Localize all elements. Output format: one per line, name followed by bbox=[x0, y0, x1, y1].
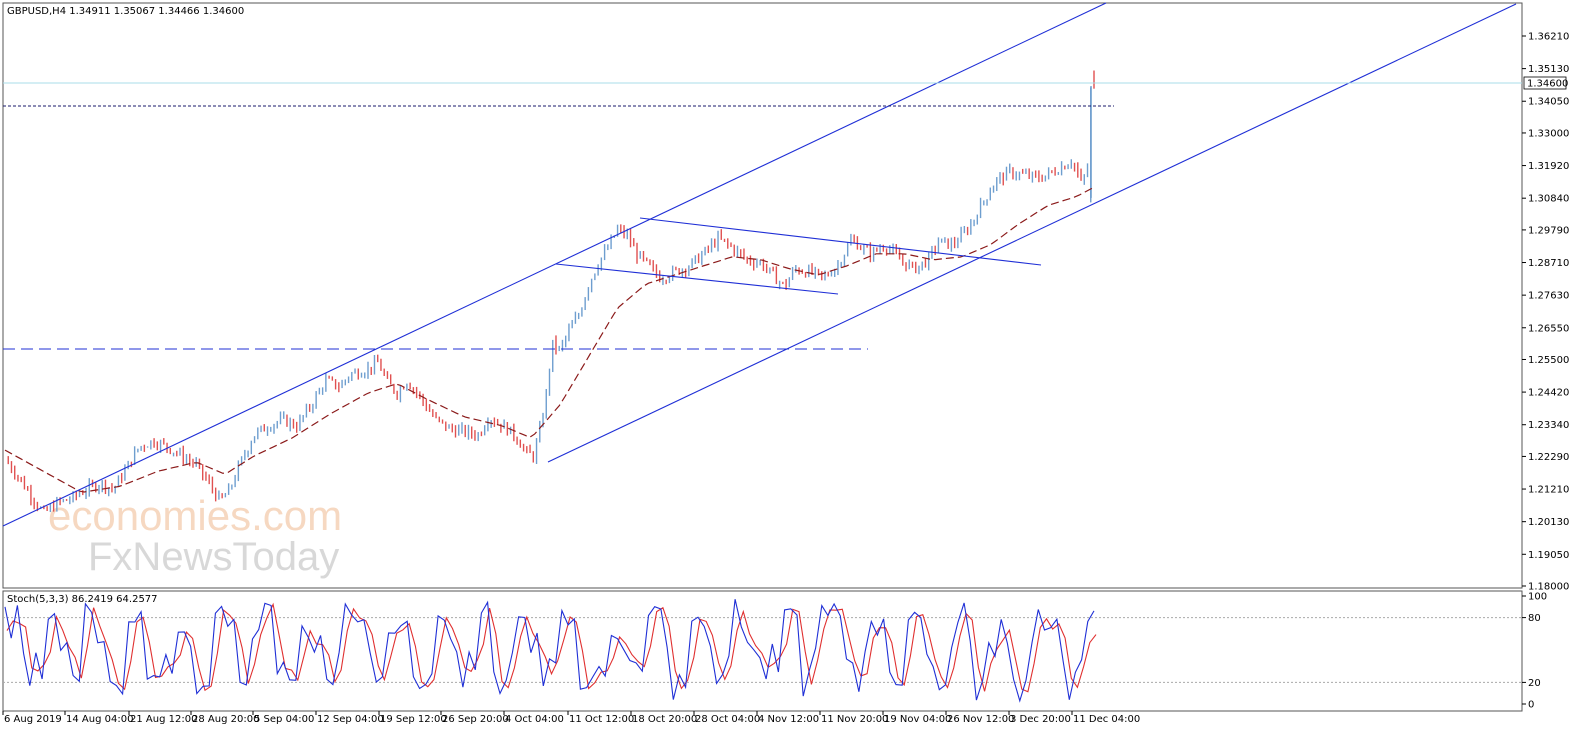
flag-upper-line bbox=[639, 217, 1042, 266]
price-tick-label: 1.19050 bbox=[1528, 550, 1569, 561]
stoch-tick-label: 20 bbox=[1528, 678, 1541, 689]
watermark-line1: economies.com bbox=[48, 492, 342, 539]
main-chart-frame bbox=[2, 2, 1523, 589]
price-tick-label: 1.20130 bbox=[1528, 517, 1569, 528]
time-tick-label: 11 Dec 04:00 bbox=[1073, 714, 1140, 725]
trend-drawings bbox=[2, 2, 1522, 527]
price-tick-label: 1.22290 bbox=[1528, 452, 1569, 463]
stoch-tick-label: 100 bbox=[1528, 592, 1547, 603]
price-tick-label: 1.21210 bbox=[1528, 485, 1569, 496]
stoch-axis: 100 80 20 0 bbox=[1522, 592, 1547, 711]
time-tick-label: 26 Sep 20:00 bbox=[442, 714, 509, 725]
stoch-header: Stoch(5,3,3) 86.2419 64.2577 bbox=[7, 594, 158, 605]
flag-lower-line bbox=[555, 263, 839, 295]
symbol-header: GBPUSD,H4 1.34911 1.35067 1.34466 1.3460… bbox=[7, 6, 244, 17]
price-tick-label: 1.31920 bbox=[1528, 161, 1569, 172]
time-tick-label: 3 Dec 20:00 bbox=[1010, 714, 1071, 725]
current-price-box bbox=[1523, 76, 1567, 90]
candle-series bbox=[7, 70, 1095, 513]
price-tick-label: 1.34050 bbox=[1528, 97, 1569, 108]
time-tick-label: 18 Oct 20:00 bbox=[632, 714, 697, 725]
current-price-label: 1.34600 bbox=[1527, 79, 1568, 90]
price-tick-label: 1.25500 bbox=[1528, 355, 1569, 366]
price-axis: 1.36210 1.35130 1.34050 1.33000 1.31920 1.308… bbox=[1522, 32, 1569, 593]
stochastic-series bbox=[3, 599, 1522, 703]
stoch-signal-line bbox=[6, 602, 1097, 693]
price-tick-label: 1.36210 bbox=[1528, 32, 1569, 43]
stoch-main-line bbox=[4, 599, 1095, 703]
time-tick-label: 19 Sep 12:00 bbox=[380, 714, 447, 725]
price-tick-label: 1.27630 bbox=[1528, 291, 1569, 302]
time-tick-label: 5 Sep 04:00 bbox=[254, 714, 314, 725]
stoch-tick-label: 80 bbox=[1528, 613, 1541, 624]
price-tick-label: 1.28710 bbox=[1528, 258, 1569, 269]
time-tick-label: 21 Aug 12:00 bbox=[130, 714, 197, 725]
time-tick-label: 6 Aug 2019 bbox=[4, 714, 62, 725]
moving-average-line bbox=[4, 186, 1095, 493]
price-tick-label: 1.24420 bbox=[1528, 388, 1569, 399]
stoch-panel-frame bbox=[2, 590, 1523, 712]
price-tick-label: 1.33000 bbox=[1528, 128, 1569, 139]
time-tick-label: 28 Oct 04:00 bbox=[695, 714, 760, 725]
price-tick-label: 1.35130 bbox=[1528, 64, 1569, 75]
time-tick-label: 11 Oct 12:00 bbox=[569, 714, 634, 725]
time-tick-label: 26 Nov 12:00 bbox=[947, 714, 1014, 725]
upper-channel-line bbox=[2, 2, 1107, 527]
watermark-line2: FxNewsToday bbox=[88, 535, 339, 579]
price-tick-label: 1.18000 bbox=[1528, 582, 1569, 593]
time-tick-label: 28 Aug 20:00 bbox=[192, 714, 259, 725]
time-tick-label: 14 Aug 04:00 bbox=[66, 714, 133, 725]
lower-channel-line bbox=[547, 3, 1517, 463]
time-tick-label: 4 Oct 04:00 bbox=[505, 714, 564, 725]
time-tick-label: 12 Sep 04:00 bbox=[317, 714, 384, 725]
price-tick-label: 1.26550 bbox=[1528, 323, 1569, 334]
price-tick-label: 1.30840 bbox=[1528, 194, 1569, 205]
time-tick-label: 19 Nov 04:00 bbox=[884, 714, 951, 725]
price-tick-label: 1.29790 bbox=[1528, 225, 1569, 236]
time-tick-label: 11 Nov 20:00 bbox=[821, 714, 888, 725]
price-tick-label: 1.23340 bbox=[1528, 420, 1569, 431]
stoch-tick-label: 0 bbox=[1528, 700, 1534, 711]
time-tick-label: 4 Nov 12:00 bbox=[758, 714, 819, 725]
